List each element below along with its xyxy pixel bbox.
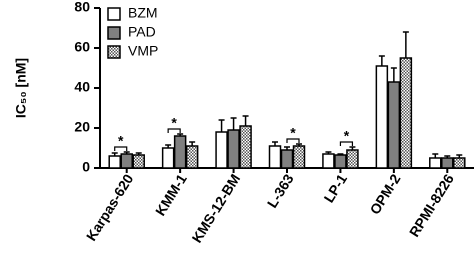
- bar: [387, 81, 401, 169]
- significance-bracket: [339, 141, 354, 146]
- legend-swatch: [107, 45, 121, 59]
- bar: [375, 65, 389, 169]
- bar: [429, 157, 442, 169]
- significance-label: *: [290, 125, 296, 141]
- bar: [227, 129, 240, 169]
- bar: [120, 153, 133, 169]
- legend-label: PAD: [128, 24, 156, 40]
- bar: [239, 125, 252, 169]
- bar: [108, 155, 121, 169]
- bar: [441, 157, 454, 169]
- legend-swatch: [107, 7, 121, 21]
- significance-label: *: [171, 115, 177, 131]
- legend-label: VMP: [128, 43, 158, 59]
- bar: [292, 145, 306, 169]
- x-tick-label: LP-1: [320, 171, 350, 205]
- significance-bracket: [114, 146, 128, 151]
- y-axis-label: IC₅₀ [nM]: [13, 58, 29, 118]
- y-tick-label: 80: [74, 0, 90, 15]
- bar: [322, 153, 335, 169]
- y-tick-label: 20: [74, 119, 90, 135]
- x-tick-label: L-363: [264, 171, 297, 211]
- legend-label: BZM: [128, 5, 158, 21]
- bar: [346, 149, 359, 169]
- y-tick-label: 60: [74, 39, 90, 55]
- significance-label: *: [118, 133, 124, 149]
- significance-bracket: [167, 128, 181, 133]
- significance-bracket: [286, 138, 300, 143]
- bar: [132, 154, 145, 169]
- significance-label: *: [344, 128, 350, 144]
- x-tick-label: KMS-12-BM: [188, 171, 243, 245]
- bar: [453, 157, 466, 169]
- x-tick-label: Karpas-620: [83, 171, 137, 244]
- y-tick-label: 40: [74, 79, 90, 95]
- bar: [215, 131, 228, 169]
- bar: [161, 147, 175, 169]
- bar: [399, 57, 413, 169]
- y-tick-label: 0: [82, 159, 90, 175]
- x-tick-label: OPM-2: [366, 171, 403, 217]
- x-tick-label: RPMI-8226: [406, 171, 457, 240]
- bar: [173, 135, 187, 169]
- x-tick-label: KMM-1: [152, 171, 190, 219]
- legend-swatch: [107, 26, 121, 40]
- bar: [280, 149, 294, 169]
- bar: [185, 145, 199, 169]
- bar: [334, 154, 347, 169]
- bar: [268, 145, 282, 169]
